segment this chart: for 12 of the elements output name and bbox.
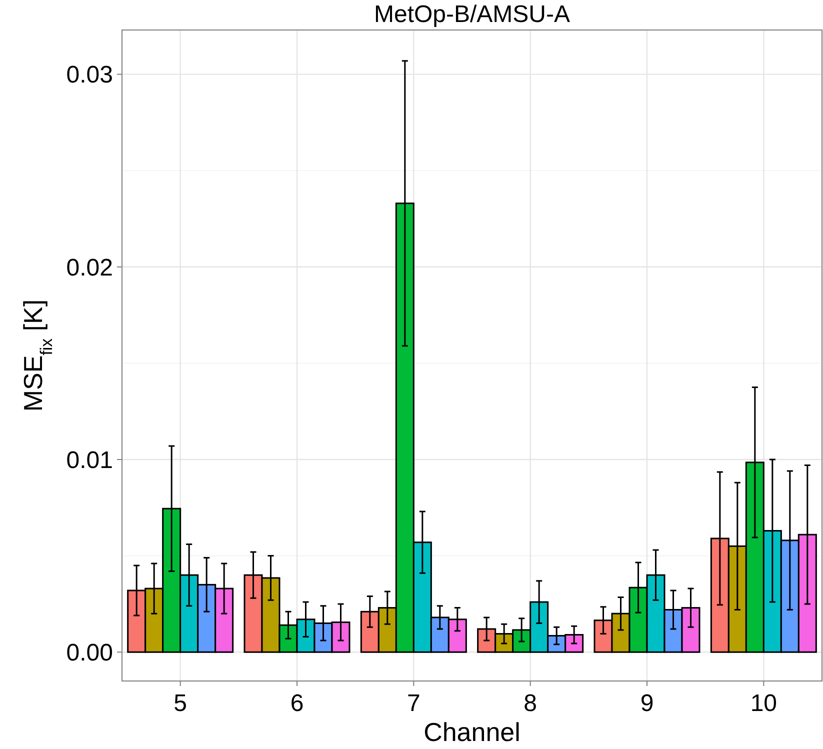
x-tick-label: 9 — [640, 690, 654, 717]
x-tick-label: 5 — [174, 690, 188, 717]
x-tick-label: 8 — [524, 690, 538, 717]
y-tick-label: 0.00 — [66, 640, 113, 667]
x-tick-label: 10 — [750, 690, 778, 717]
x-tick-label: 6 — [290, 690, 304, 717]
y-tick-label: 0.03 — [66, 62, 113, 89]
y-tick-label: 0.01 — [66, 446, 113, 474]
x-tick-label: 7 — [406, 690, 420, 717]
y-tick-label: 0.02 — [66, 254, 113, 282]
x-axis-title: Channel — [424, 717, 520, 747]
chart-title: MetOp-B/AMSU-A — [374, 1, 570, 28]
